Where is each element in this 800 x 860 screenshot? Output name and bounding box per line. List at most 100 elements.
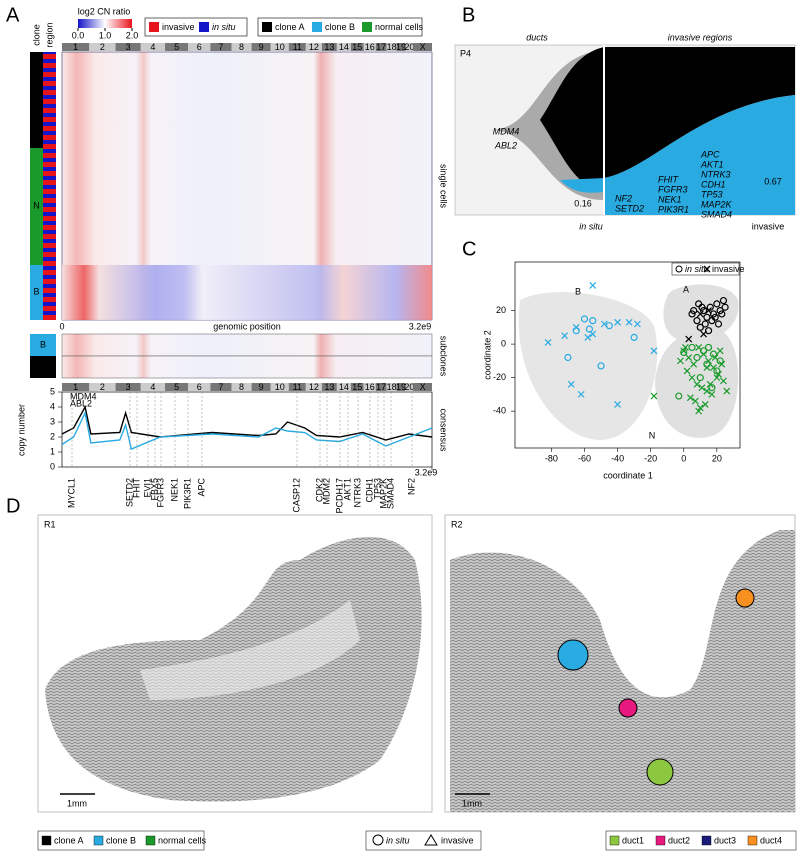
chromosome-label: 6	[197, 382, 202, 392]
gene-label: SMAD4	[701, 209, 732, 219]
point-invasive	[681, 344, 689, 351]
gene-label: MDM2	[321, 478, 331, 505]
chromosome-band	[336, 383, 351, 391]
chromosome-label: 2	[100, 42, 105, 52]
chromosome-band	[140, 43, 165, 51]
point-invasive	[703, 364, 711, 371]
point-invasive	[677, 357, 684, 365]
gene-label: PIK3R1	[182, 478, 192, 509]
gene-label: FHIT	[658, 174, 679, 184]
scale-label: 1mm	[462, 798, 482, 808]
point-in-situ	[703, 313, 711, 321]
chromosome-label: 20	[404, 42, 414, 52]
panel-label: C	[462, 238, 476, 260]
gene-label: MAP2K	[378, 478, 388, 509]
region-column	[43, 52, 56, 320]
cluster-hull	[518, 291, 658, 440]
point-invasive	[625, 318, 633, 326]
point-invasive	[567, 380, 575, 388]
duct-cells	[735, 588, 755, 608]
point-invasive	[705, 307, 712, 315]
legend-swatch	[41, 835, 52, 846]
chromosome-band	[210, 43, 232, 51]
axis-tick-label: 3.2e9	[409, 321, 432, 331]
axis-label: consensus	[439, 408, 449, 452]
heatmap-clone-b	[62, 265, 432, 320]
chromosome-label: 5	[174, 382, 179, 392]
chromosome-label: 18	[387, 382, 397, 392]
chromosome-label: 11	[293, 382, 302, 392]
chromosome-band	[270, 383, 289, 391]
chromosome-label: 9	[259, 382, 264, 392]
chromosome-band	[336, 43, 351, 51]
chromosome-label: 17	[376, 42, 386, 52]
chromosome-label: 13	[324, 42, 334, 52]
point-invasive	[690, 360, 698, 368]
legend-swatch	[701, 835, 712, 846]
chromosome-label: 13	[324, 382, 334, 392]
duct-cells	[646, 758, 674, 786]
axis-label: in situ	[579, 221, 603, 231]
fraction-label: 0.16	[574, 198, 592, 208]
point-in-situ	[700, 306, 708, 315]
chromosome-label: 6	[197, 42, 202, 52]
annotation: MDM4	[70, 391, 97, 401]
chromosome-label: 7	[218, 42, 223, 52]
chromosome-band	[363, 383, 376, 391]
scale-label: 1mm	[67, 798, 87, 808]
chromosome-band	[375, 43, 387, 51]
point-invasive	[584, 333, 592, 341]
column-label: region	[44, 22, 54, 47]
point-invasive	[698, 384, 706, 392]
chromosome-label: 4	[150, 382, 155, 392]
legend-label: normal cells	[158, 835, 207, 845]
point-in-situ	[716, 357, 724, 365]
subclone-row	[61, 355, 433, 379]
chromosome-band	[62, 43, 90, 51]
point-in-situ	[580, 315, 589, 323]
point-in-situ	[713, 300, 721, 308]
point-in-situ	[704, 343, 713, 352]
chromosome-label: X	[420, 382, 426, 392]
subclone-label: A	[40, 361, 46, 371]
colorbar-tick-label: 1.0	[99, 30, 112, 40]
chromosome-band	[89, 383, 116, 391]
gene-label: NEK1	[169, 478, 179, 502]
colorbar	[78, 19, 132, 28]
legend-label: in situ	[685, 264, 709, 274]
point-invasive	[683, 367, 691, 375]
y-tick-label: 4	[50, 401, 55, 411]
point-invasive	[715, 370, 722, 378]
point-in-situ	[711, 313, 719, 321]
point-invasive	[544, 339, 552, 346]
point-in-situ	[704, 327, 713, 335]
chromosome-band	[115, 383, 141, 391]
chromosome-band	[305, 383, 322, 391]
cluster-label: N	[649, 430, 656, 440]
point-invasive	[650, 392, 658, 400]
gene-label: FGFR3	[155, 478, 165, 508]
legend-swatch	[149, 22, 159, 32]
point-invasive	[572, 323, 580, 331]
chromosome-band	[413, 383, 432, 391]
point-invasive	[686, 394, 694, 402]
chromosome-label: 16	[365, 382, 375, 392]
chromosome-label: 2	[100, 382, 105, 392]
chromosome-label: 19	[396, 42, 406, 52]
x-tick-label: -40	[611, 453, 624, 463]
point-invasive	[720, 377, 727, 385]
chromosome-band	[321, 43, 337, 51]
x-tick-label: -80	[545, 453, 558, 463]
gene-label: PCDH17	[334, 478, 344, 514]
colorbar-tick-label: 2.0	[126, 30, 139, 40]
fraction-label: 0.67	[764, 176, 782, 186]
gene-label: MDM4	[493, 126, 520, 136]
point-in-situ	[693, 317, 701, 325]
chromosome-band	[386, 383, 397, 391]
gene-label: MDM2	[611, 130, 638, 140]
point-in-situ	[630, 333, 638, 342]
point-invasive	[716, 347, 724, 355]
chromosome-label: 11	[293, 42, 302, 52]
chromosome-label: 17	[376, 382, 386, 392]
chromosome-label: 12	[309, 42, 319, 52]
